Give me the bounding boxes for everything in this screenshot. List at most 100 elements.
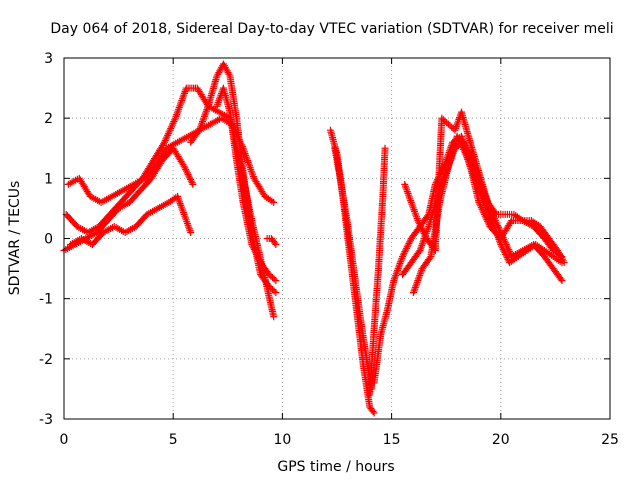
series-s14 [409, 132, 566, 297]
data-trace [458, 110, 474, 144]
data-trace [133, 212, 150, 229]
data-trace [181, 164, 196, 187]
y-axis-label: SDTVAR / TECUs [7, 181, 23, 296]
data-point [514, 253, 522, 261]
data-trace [239, 170, 256, 235]
data-trace [379, 146, 389, 198]
data-trace [440, 116, 451, 127]
tick-labels: 0 5 10 15 20 25 -3 -2 -1 0 1 2 3 [39, 51, 619, 448]
data-trace [419, 254, 434, 271]
data-point [558, 277, 566, 285]
data-trace [542, 254, 556, 271]
data-marks [60, 60, 568, 417]
data-trace [370, 266, 382, 331]
data-point [272, 289, 280, 297]
data-trace [68, 236, 84, 247]
data-trace [240, 200, 255, 247]
data-trace [507, 254, 520, 265]
data-trace [370, 333, 384, 385]
chart-title: Day 064 of 2018, Sidereal Day-to-day VTE… [50, 21, 613, 37]
data-trace [142, 164, 158, 181]
data-trace [436, 164, 452, 205]
data-trace [485, 200, 499, 217]
data-trace [521, 217, 533, 224]
data-trace [390, 254, 406, 283]
data-trace [425, 182, 439, 217]
data-point [272, 277, 280, 285]
data-point [453, 132, 461, 140]
data-trace [476, 200, 493, 229]
data-trace [495, 210, 507, 218]
data-trace [226, 110, 240, 162]
data-trace [127, 188, 143, 205]
y-tick-label: 3 [44, 51, 53, 67]
series-s4 [67, 192, 195, 249]
data-trace [205, 74, 220, 108]
data-trace [357, 321, 371, 367]
data-trace [269, 236, 279, 247]
data-trace [408, 224, 423, 241]
data-trace [267, 284, 278, 295]
series-s7 [263, 235, 280, 249]
data-point [187, 228, 195, 236]
data-trace [531, 224, 547, 241]
data-trace [454, 134, 469, 157]
data-point [248, 241, 256, 249]
data-trace [170, 146, 187, 169]
data-point [265, 271, 273, 279]
data-point [399, 253, 407, 261]
data-trace [542, 248, 555, 259]
data-trace [510, 248, 525, 259]
data-trace [512, 212, 525, 223]
data-trace [123, 224, 138, 235]
data-trace [351, 273, 365, 325]
data-trace [145, 205, 160, 217]
data-trace [118, 188, 134, 205]
data-point [416, 247, 424, 255]
axis-ticks [63, 57, 611, 420]
data-trace [400, 260, 414, 277]
data-trace [377, 309, 391, 337]
data-point [444, 120, 452, 128]
data-trace [226, 74, 240, 120]
data-trace [101, 224, 116, 235]
data-trace [62, 242, 77, 253]
data-trace [99, 193, 114, 205]
data-point [270, 198, 278, 206]
data-point [540, 247, 548, 255]
data-trace [537, 224, 552, 241]
data-trace [188, 128, 202, 145]
x-tick-label: 20 [492, 432, 510, 448]
data-trace [338, 182, 352, 229]
data-trace [175, 133, 191, 145]
series-s6 [213, 84, 280, 285]
data-trace [551, 254, 564, 265]
y-tick-label: -3 [39, 412, 53, 428]
data-point [189, 180, 197, 188]
data-trace [156, 199, 171, 211]
data-trace [240, 146, 257, 181]
data-trace [480, 200, 495, 223]
data-trace [408, 248, 423, 265]
data-trace [132, 175, 147, 187]
data-trace [471, 176, 487, 205]
data-trace [331, 146, 345, 186]
data-point [381, 144, 389, 152]
data-point [370, 409, 378, 417]
data-trace [410, 266, 426, 295]
data-trace [165, 139, 180, 151]
x-tick-label: 25 [601, 432, 619, 448]
data-point [479, 198, 487, 206]
y-tick-label: 1 [44, 171, 53, 187]
data-trace [542, 236, 556, 253]
data-trace [151, 140, 167, 163]
data-trace [550, 266, 565, 283]
data-trace [516, 248, 529, 259]
data-trace [529, 218, 542, 229]
data-trace [63, 212, 80, 229]
data-point [414, 216, 422, 224]
data-trace [399, 236, 414, 259]
data-point [438, 114, 446, 122]
